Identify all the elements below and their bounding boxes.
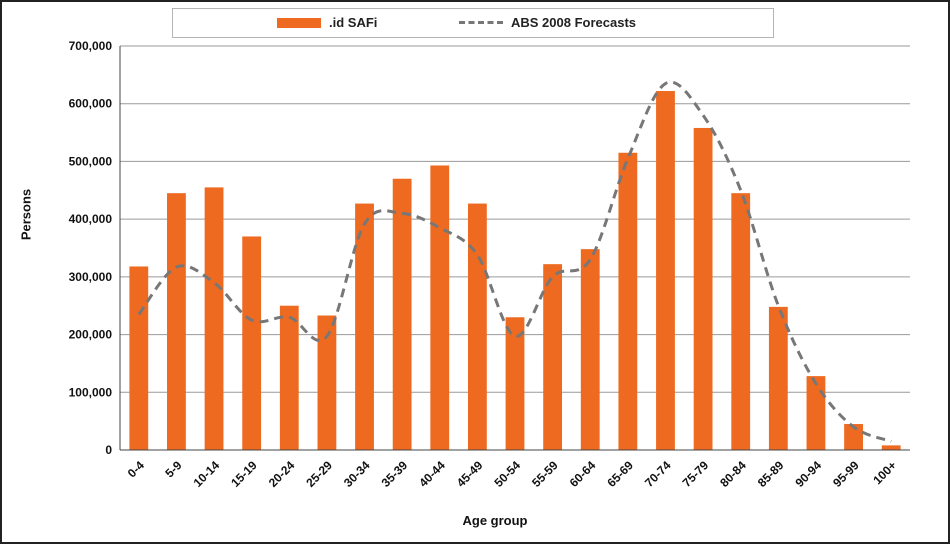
bar (467, 203, 487, 450)
bar (543, 264, 563, 450)
bar (167, 193, 186, 450)
x-tick-label: 20-24 (266, 458, 298, 490)
bar (242, 236, 262, 450)
bar (844, 424, 863, 450)
legend-bar-swatch (277, 17, 321, 28)
legend-item-bar: .id SAFi (277, 15, 377, 30)
bar (881, 445, 901, 450)
x-tick-label: 35-39 (379, 458, 411, 490)
y-tick-label: 600,000 (69, 97, 113, 111)
bar (731, 193, 751, 450)
bar (355, 203, 374, 450)
bar (279, 305, 299, 450)
y-tick-labels: 0 100,000 200,000 300,000 400,000 500,000 600,… (69, 39, 113, 457)
legend-line-label: ABS 2008 Forecasts (511, 15, 637, 30)
x-tick-label: 10-14 (191, 458, 223, 490)
bar (656, 91, 675, 450)
forecast-line (137, 80, 892, 443)
y-tick-label: 0 (105, 443, 112, 457)
x-tick-label: 5-9 (162, 458, 184, 480)
legend: .id SAFi ABS 2008 Forecasts (172, 8, 774, 38)
x-tick-label: 50-54 (492, 458, 524, 490)
y-tick-label: 700,000 (69, 39, 113, 53)
bar-series (129, 91, 901, 450)
bar (618, 152, 638, 450)
y-tick-label: 500,000 (69, 154, 113, 168)
y-tick-label: 100,000 (69, 385, 113, 399)
y-tick-label: 300,000 (69, 270, 113, 284)
x-tick-label: 0-4 (125, 458, 147, 480)
legend-item-line: ABS 2008 Forecasts (459, 15, 636, 30)
x-tick-label: 25-29 (303, 458, 335, 490)
legend-bar-label: .id SAFi (329, 15, 378, 30)
x-tick-label: 55-59 (529, 458, 561, 490)
bar (204, 187, 224, 450)
bar (505, 317, 525, 450)
bar (392, 178, 412, 450)
x-tick-label: 65-69 (604, 458, 636, 490)
bar (129, 266, 149, 450)
x-tick-label: 70-74 (642, 458, 674, 490)
bar (430, 165, 450, 450)
axes (119, 46, 910, 451)
x-tick-label: 80-84 (717, 458, 749, 490)
x-tick-label: 60-64 (567, 458, 599, 490)
bar (768, 306, 788, 450)
x-tick-label: 40-44 (416, 458, 448, 490)
x-tick-label: 90-94 (792, 458, 824, 490)
bar (580, 249, 600, 450)
x-tick-label: 100+ (870, 458, 899, 487)
x-tick-label: 45-49 (454, 458, 486, 490)
x-axis-title: Age group (462, 513, 528, 528)
x-tick-label: 30-34 (341, 458, 373, 490)
bar (693, 127, 713, 450)
x-tick-label: 75-79 (680, 458, 712, 490)
x-tick-labels: 0-4 5-9 10-14 15-19 20-24 25-29 30-34 35-39 40-4… (125, 458, 900, 490)
bar (806, 376, 826, 450)
x-tick-label: 85-89 (755, 458, 787, 490)
bar (317, 315, 337, 450)
x-tick-label: 15-19 (228, 458, 260, 490)
y-axis-title: Persons (18, 188, 34, 241)
x-tick-label: 95-99 (830, 458, 862, 490)
y-tick-label: 400,000 (69, 212, 113, 226)
y-tick-label: 200,000 (69, 328, 113, 342)
legend-line-swatch (459, 21, 503, 24)
